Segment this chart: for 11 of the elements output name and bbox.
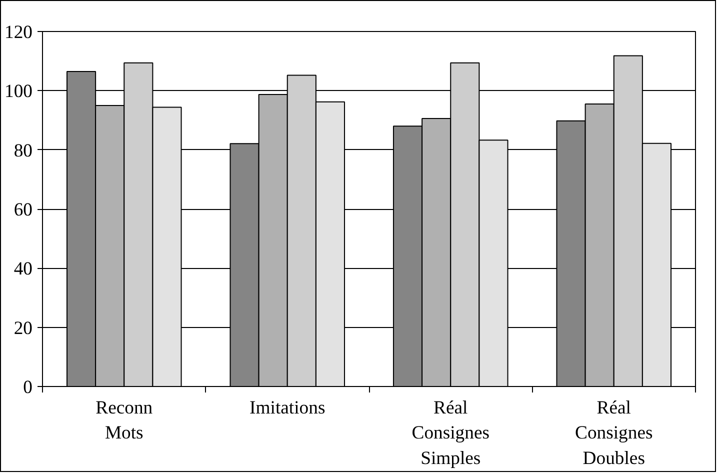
y-tick-label: 20 [14, 318, 32, 339]
y-tick-label: 100 [4, 81, 32, 102]
y-tick-label: 60 [14, 200, 32, 220]
y-tick-label: 80 [14, 140, 32, 162]
y-tick-label: 40 [14, 258, 32, 280]
x-tick-label: Réal Consignes Simples [412, 398, 490, 469]
x-tick-label: Réal Consignes Doubles [575, 398, 653, 469]
y-tick-label: 0 [23, 377, 32, 398]
x-tick-label: Imitations [250, 398, 326, 418]
y-tick-label: 120 [4, 22, 32, 43]
x-tick-label: Reconn Mots [96, 398, 154, 444]
